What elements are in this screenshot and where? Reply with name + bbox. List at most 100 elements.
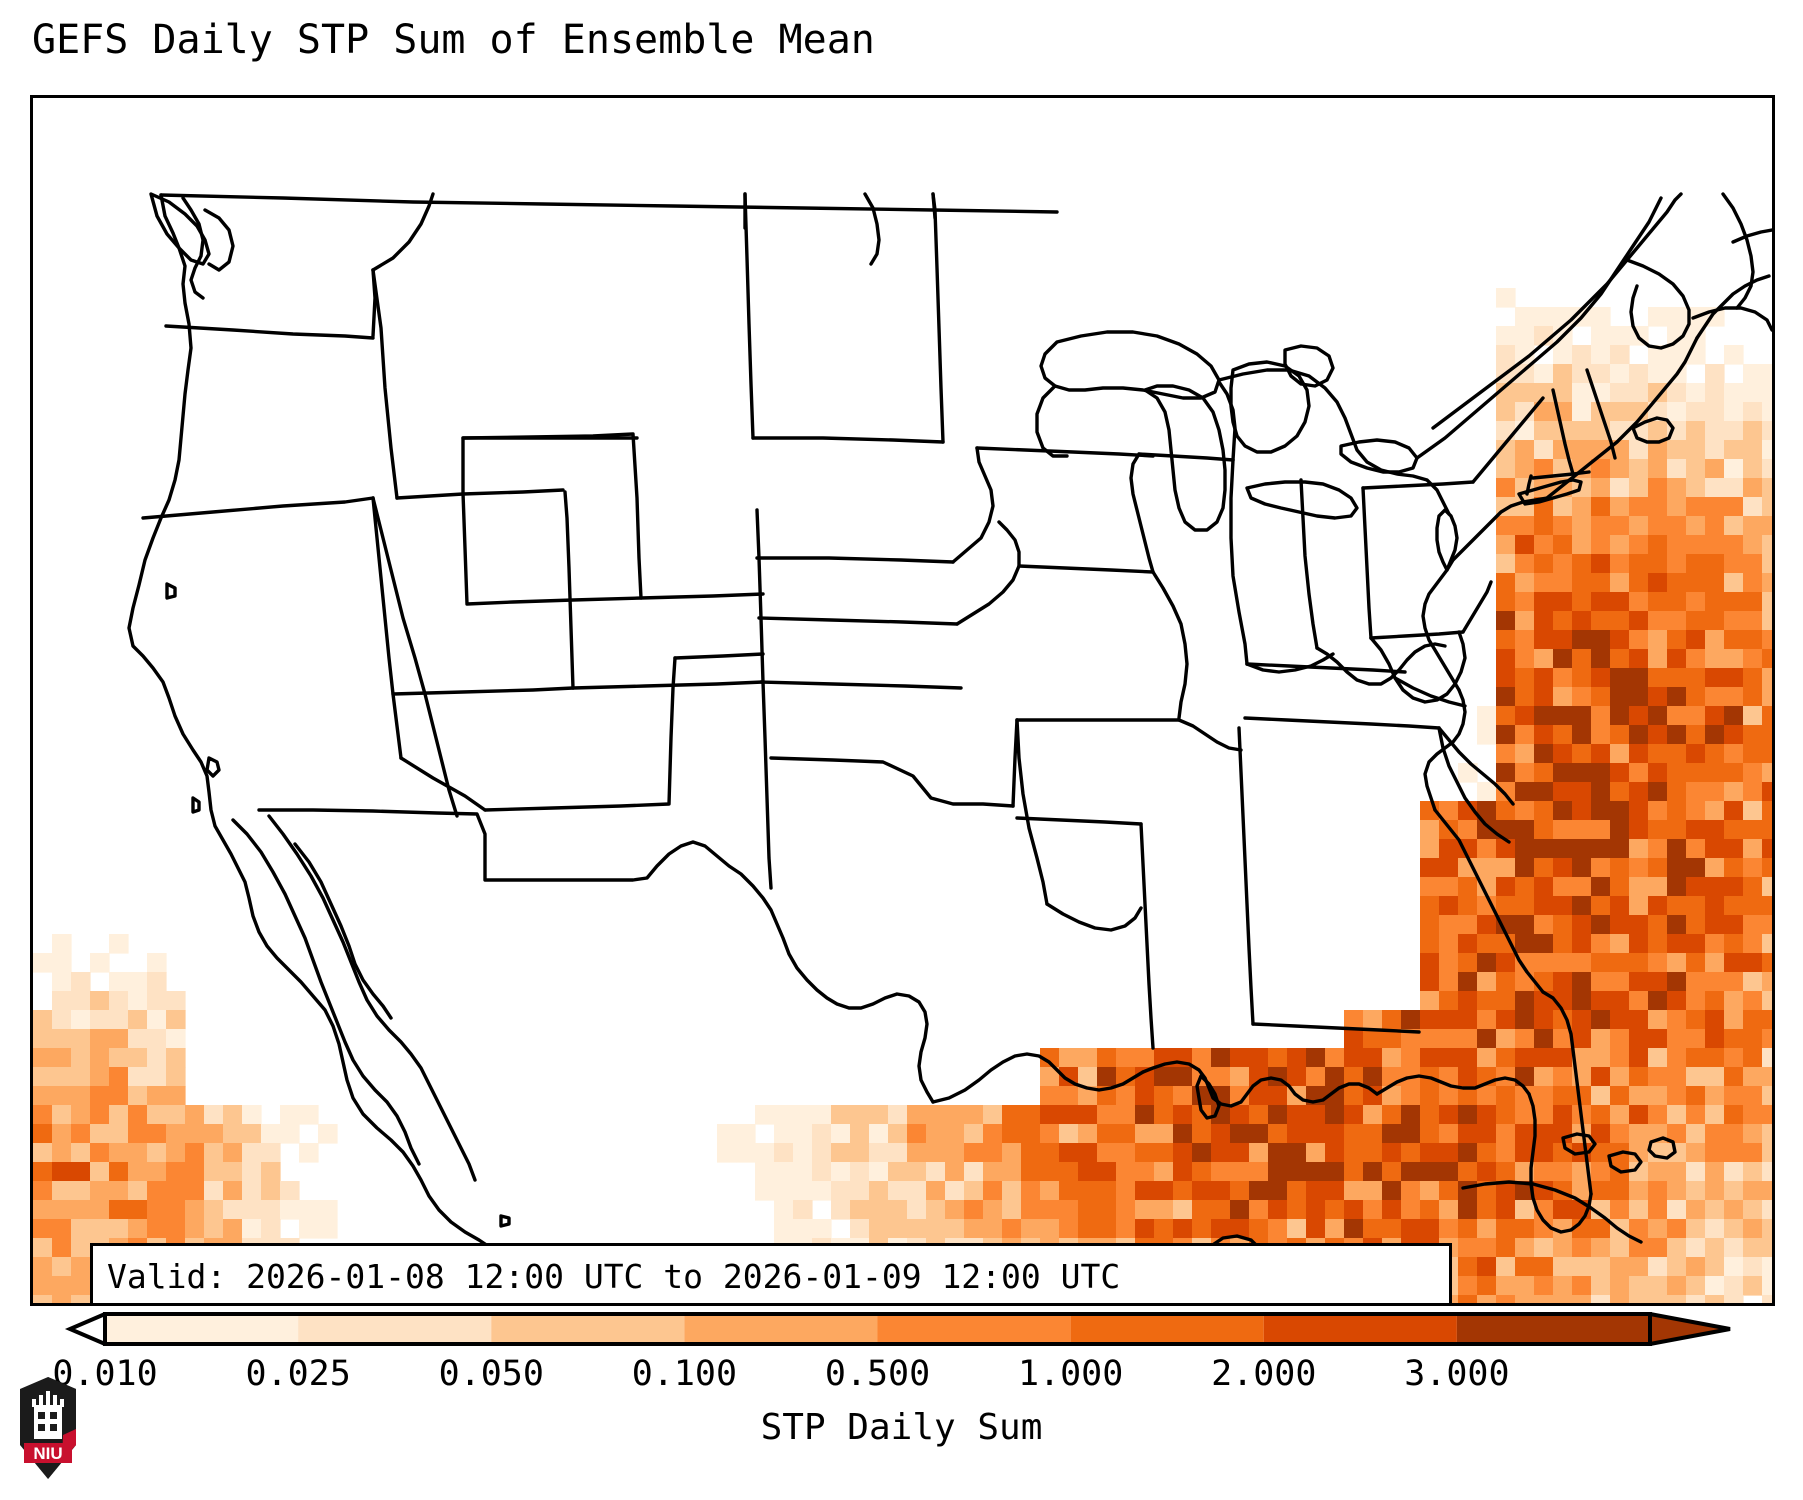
stp-grid-cell bbox=[1078, 1143, 1098, 1163]
stp-grid-cell bbox=[128, 1162, 148, 1182]
stp-grid-cell bbox=[1496, 763, 1516, 783]
stp-grid-cell bbox=[52, 1029, 72, 1049]
stp-grid-cell bbox=[1591, 877, 1611, 897]
stp-grid-cell bbox=[261, 1219, 281, 1239]
stp-grid-cell bbox=[1686, 1067, 1706, 1087]
stp-grid-cell bbox=[109, 1219, 129, 1239]
stp-grid-cell bbox=[1667, 687, 1687, 707]
stp-grid-cell bbox=[1230, 1219, 1250, 1239]
stp-grid-cell bbox=[1724, 1181, 1744, 1201]
stp-grid-cell bbox=[1648, 1162, 1668, 1182]
stp-grid-cell bbox=[1686, 1238, 1706, 1258]
stp-grid-cell bbox=[1534, 1124, 1554, 1144]
stp-grid-cell bbox=[1762, 725, 1772, 745]
stp-grid-cell bbox=[1686, 478, 1706, 498]
stp-grid-cell bbox=[1344, 1200, 1364, 1220]
border-ut-co bbox=[563, 490, 575, 690]
stp-grid-cell bbox=[1382, 1143, 1402, 1163]
stp-grid-cell bbox=[1553, 668, 1573, 688]
stp-grid-cell bbox=[1610, 839, 1630, 859]
stp-grid-cell bbox=[1762, 1143, 1772, 1163]
stp-grid-cell bbox=[1667, 345, 1687, 365]
stp-grid-cell bbox=[1363, 1086, 1383, 1106]
stp-grid-cell bbox=[1648, 991, 1668, 1011]
stp-grid-cell bbox=[1363, 1200, 1383, 1220]
stp-grid-cell bbox=[1705, 1124, 1725, 1144]
stp-grid-cell bbox=[1724, 1257, 1744, 1277]
stp-grid-cell bbox=[907, 1200, 927, 1220]
stp-grid-cell bbox=[1667, 877, 1687, 897]
stp-grid-cell bbox=[1591, 592, 1611, 612]
stp-grid-cell bbox=[1192, 1200, 1212, 1220]
stp-grid-cell bbox=[1762, 934, 1772, 954]
stp-grid-cell bbox=[869, 1162, 889, 1182]
stp-grid-cell bbox=[1097, 1200, 1117, 1220]
stp-grid-cell bbox=[1648, 1238, 1668, 1258]
stp-grid-cell bbox=[1705, 1219, 1725, 1239]
stp-grid-cell bbox=[1458, 1010, 1478, 1030]
stp-grid-cell bbox=[1724, 1219, 1744, 1239]
border-in-oh bbox=[1299, 478, 1319, 650]
stp-grid-cell bbox=[1211, 1143, 1231, 1163]
stp-grid-cell bbox=[1705, 1181, 1725, 1201]
stp-grid-cell bbox=[1382, 1029, 1402, 1049]
stp-grid-cell bbox=[1534, 782, 1554, 802]
stp-grid-cell bbox=[1591, 839, 1611, 859]
stp-grid-cell bbox=[1667, 516, 1687, 536]
stp-grid-cell bbox=[1439, 1143, 1459, 1163]
stp-grid-cell bbox=[1705, 1200, 1725, 1220]
stp-grid-cell bbox=[1496, 1029, 1516, 1049]
stp-grid-cell bbox=[850, 1124, 870, 1144]
stp-grid-cell bbox=[1705, 1029, 1725, 1049]
stp-grid-cell bbox=[1135, 1181, 1155, 1201]
stp-grid-cell bbox=[1629, 1257, 1649, 1277]
alabama-florida-coast bbox=[1375, 1074, 1531, 1096]
stp-grid-cell bbox=[1743, 1219, 1763, 1239]
stp-grid-cell bbox=[1534, 516, 1554, 536]
stp-grid-cell bbox=[1648, 649, 1668, 669]
stp-grid-cell bbox=[1743, 744, 1763, 764]
stp-grid-cell bbox=[280, 1181, 300, 1201]
stp-grid-cell bbox=[1059, 1162, 1079, 1182]
stp-grid-cell bbox=[1325, 1124, 1345, 1144]
stp-grid-cell bbox=[1724, 1086, 1744, 1106]
stp-grid-cell bbox=[1648, 554, 1668, 574]
stp-grid-cell bbox=[1762, 402, 1772, 422]
stp-grid-cell bbox=[1382, 1162, 1402, 1182]
stp-grid-cell bbox=[1743, 478, 1763, 498]
stp-grid-cell bbox=[1515, 307, 1535, 327]
stp-grid-cell bbox=[1762, 649, 1772, 669]
stp-grid-cell bbox=[1667, 1105, 1687, 1125]
stp-grid-cell bbox=[945, 1143, 965, 1163]
stp-grid-cell bbox=[1553, 858, 1573, 878]
stp-grid-cell bbox=[1553, 383, 1573, 403]
stp-grid-cell bbox=[1629, 592, 1649, 612]
us-canada-border-east bbox=[1217, 368, 1451, 516]
stp-grid-cell bbox=[1477, 972, 1497, 992]
stp-grid-cell bbox=[1572, 611, 1592, 631]
border-az-nm bbox=[483, 656, 677, 812]
stp-grid-cell bbox=[1686, 421, 1706, 441]
stp-grid-cell bbox=[1648, 611, 1668, 631]
stp-grid-cell bbox=[1420, 1086, 1440, 1106]
stp-grid-cell bbox=[1591, 934, 1611, 954]
stp-grid-cell bbox=[907, 1162, 927, 1182]
stp-grid-cell bbox=[1534, 1067, 1554, 1087]
stp-grid-cell bbox=[1078, 1124, 1098, 1144]
stp-grid-cell bbox=[1591, 554, 1611, 574]
stp-grid-cell bbox=[1477, 1162, 1497, 1182]
stp-grid-cell bbox=[1686, 858, 1706, 878]
stp-grid-cell bbox=[1743, 668, 1763, 688]
stp-grid-cell bbox=[1268, 1219, 1288, 1239]
stp-grid-cell bbox=[1572, 383, 1592, 403]
stp-grid-cell bbox=[1724, 991, 1744, 1011]
stp-grid-cell bbox=[1116, 1143, 1136, 1163]
stp-grid-cell bbox=[1363, 1010, 1383, 1030]
stp-grid-cell bbox=[907, 1124, 927, 1144]
stp-grid-cell bbox=[1439, 1181, 1459, 1201]
stp-grid-cell bbox=[1743, 991, 1763, 1011]
stp-grid-cell bbox=[964, 1105, 984, 1125]
colorbar[interactable] bbox=[30, 1312, 1775, 1346]
stp-grid-cell bbox=[945, 1105, 965, 1125]
stp-grid-cell bbox=[1743, 877, 1763, 897]
